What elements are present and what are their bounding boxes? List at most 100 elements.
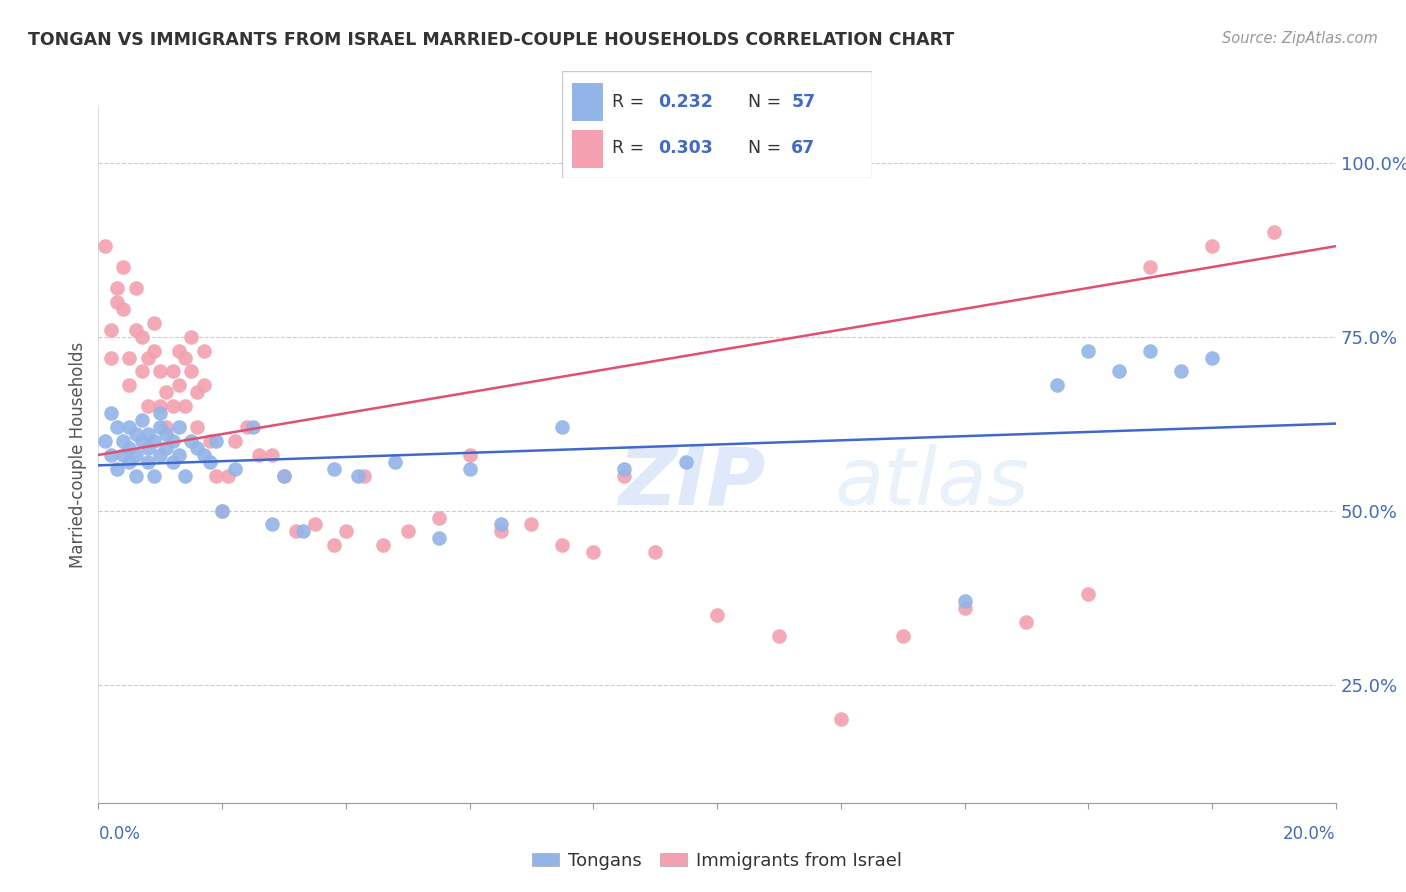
Point [149, 406, 172, 420]
Point [458, 448, 481, 462]
Text: ZIP: ZIP [619, 443, 765, 522]
Point [582, 545, 605, 559]
Text: 0.232: 0.232 [658, 93, 713, 111]
Point [1139, 343, 1161, 358]
Point [136, 427, 159, 442]
Point [1201, 239, 1223, 253]
Point [167, 420, 190, 434]
Point [384, 455, 406, 469]
Point [198, 434, 221, 448]
Point [162, 399, 184, 413]
Point [100, 448, 122, 462]
Point [458, 462, 481, 476]
Point [205, 434, 228, 448]
Point [953, 601, 976, 615]
Text: 0.0%: 0.0% [98, 825, 141, 843]
Point [193, 378, 215, 392]
Point [136, 399, 159, 413]
Y-axis label: Married-couple Households: Married-couple Households [69, 342, 87, 568]
Point [124, 468, 146, 483]
Text: N =: N = [748, 139, 787, 157]
Point [136, 455, 159, 469]
Point [136, 441, 159, 455]
Text: atlas: atlas [835, 443, 1029, 522]
Point [143, 316, 166, 330]
Point [353, 468, 375, 483]
FancyBboxPatch shape [572, 130, 603, 168]
Point [371, 538, 394, 552]
Point [236, 420, 259, 434]
Point [768, 629, 790, 643]
Point [198, 455, 221, 469]
Point [211, 503, 233, 517]
Point [186, 385, 208, 400]
FancyBboxPatch shape [572, 83, 603, 120]
Point [143, 434, 166, 448]
Point [1077, 343, 1099, 358]
Point [247, 448, 270, 462]
FancyBboxPatch shape [562, 71, 872, 178]
Point [167, 378, 190, 392]
Point [155, 420, 177, 434]
Point [131, 434, 153, 448]
Point [131, 364, 153, 378]
Point [613, 468, 636, 483]
Point [105, 420, 128, 434]
Point [162, 434, 184, 448]
Point [217, 468, 239, 483]
Point [100, 323, 122, 337]
Text: 57: 57 [792, 93, 815, 111]
Point [260, 448, 283, 462]
Point [396, 524, 419, 539]
Point [100, 406, 122, 420]
Point [124, 427, 146, 442]
Point [830, 712, 852, 726]
Point [167, 343, 190, 358]
Point [149, 420, 172, 434]
Point [174, 399, 197, 413]
Point [427, 532, 450, 546]
Text: TONGAN VS IMMIGRANTS FROM ISRAEL MARRIED-COUPLE HOUSEHOLDS CORRELATION CHART: TONGAN VS IMMIGRANTS FROM ISRAEL MARRIED… [28, 31, 955, 49]
Point [136, 351, 159, 365]
Point [1108, 364, 1130, 378]
Point [124, 281, 146, 295]
Point [149, 448, 172, 462]
Point [180, 364, 202, 378]
Text: 0.303: 0.303 [658, 139, 713, 157]
Point [891, 629, 914, 643]
Point [613, 462, 636, 476]
Point [112, 301, 135, 316]
Point [520, 517, 543, 532]
Point [1170, 364, 1192, 378]
Point [167, 448, 190, 462]
Point [118, 378, 141, 392]
Text: R =: R = [612, 93, 650, 111]
Point [285, 524, 308, 539]
Point [118, 351, 141, 365]
Point [304, 517, 326, 532]
Text: 67: 67 [792, 139, 815, 157]
Point [93, 434, 115, 448]
Point [242, 420, 264, 434]
Point [112, 260, 135, 274]
Text: Source: ZipAtlas.com: Source: ZipAtlas.com [1222, 31, 1378, 46]
Point [224, 462, 246, 476]
Point [260, 517, 283, 532]
Point [186, 441, 208, 455]
Point [489, 517, 512, 532]
Point [1046, 378, 1069, 392]
Point [1201, 351, 1223, 365]
Point [105, 281, 128, 295]
Point [193, 448, 215, 462]
Point [551, 538, 574, 552]
Point [149, 364, 172, 378]
Point [93, 239, 115, 253]
Point [118, 420, 141, 434]
Point [155, 385, 177, 400]
Point [427, 510, 450, 524]
Point [273, 468, 295, 483]
Point [118, 441, 141, 455]
Point [174, 468, 197, 483]
Text: R =: R = [612, 139, 650, 157]
Point [105, 462, 128, 476]
